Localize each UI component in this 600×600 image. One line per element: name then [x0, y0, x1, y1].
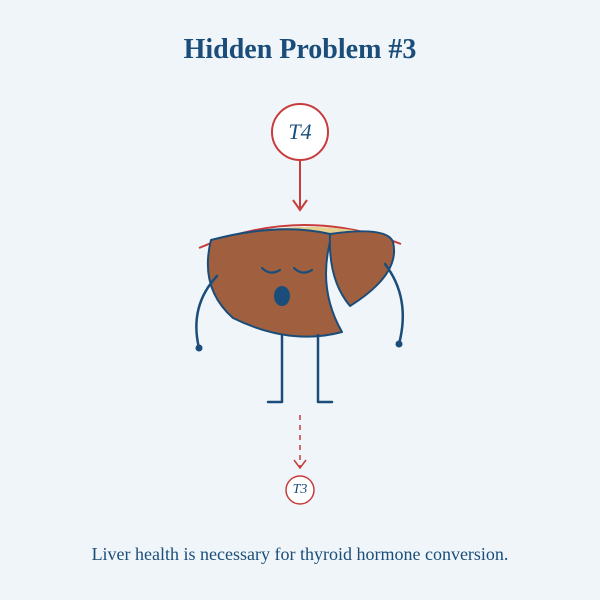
- t4-label: T4: [288, 119, 311, 145]
- arrow-liver-to-t3: [294, 415, 306, 468]
- liver-arm-right: [385, 264, 403, 344]
- caption-text: Liver health is necessary for thyroid ho…: [0, 544, 600, 565]
- liver-hand-left: [196, 345, 203, 352]
- infographic-canvas: Hidden Problem #3: [0, 0, 600, 600]
- diagram-svg: [0, 0, 600, 600]
- t3-label: T3: [293, 482, 308, 498]
- liver-mouth: [274, 286, 290, 306]
- arrow-t4-to-liver: [293, 160, 307, 210]
- liver-lobe-left: [208, 229, 342, 336]
- liver-lobe-right: [330, 231, 394, 306]
- liver-character: [196, 227, 403, 402]
- liver-hand-right: [396, 341, 403, 348]
